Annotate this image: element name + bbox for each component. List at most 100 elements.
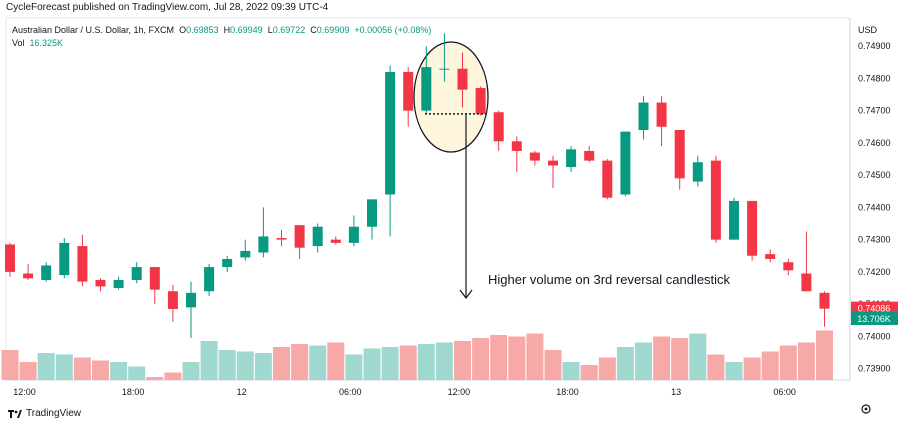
volume-bar[interactable] xyxy=(671,338,689,380)
candle-body[interactable] xyxy=(240,250,251,258)
candle-body[interactable] xyxy=(131,267,142,280)
candle-body[interactable] xyxy=(403,71,414,111)
volume-bar[interactable] xyxy=(761,351,779,381)
volume-bar[interactable] xyxy=(236,351,254,381)
candle-body[interactable] xyxy=(729,200,739,240)
volume-bar[interactable] xyxy=(526,333,544,381)
volume-bar[interactable] xyxy=(291,344,309,380)
x-tick-label: 12:00 xyxy=(13,387,36,397)
volume-bar[interactable] xyxy=(544,350,562,380)
volume-bar[interactable] xyxy=(399,345,417,381)
candle-body[interactable] xyxy=(566,149,577,168)
volume-bar[interactable] xyxy=(37,353,55,380)
volume-bar[interactable] xyxy=(55,354,73,381)
candle-body[interactable] xyxy=(602,160,613,198)
candle-body[interactable] xyxy=(620,131,631,195)
candle-body[interactable] xyxy=(421,67,432,111)
candle-body[interactable] xyxy=(529,152,540,161)
candle-body[interactable] xyxy=(638,102,649,130)
volume-bar[interactable] xyxy=(598,357,616,381)
volume-bar[interactable] xyxy=(73,357,91,381)
candle-body[interactable] xyxy=(692,162,703,182)
x-tick-label: 13 xyxy=(671,387,681,397)
candle-body[interactable] xyxy=(222,258,233,268)
candle-body[interactable] xyxy=(5,244,15,272)
volume-bar[interactable] xyxy=(309,345,327,381)
volume-bar[interactable] xyxy=(110,362,128,380)
candle-body[interactable] xyxy=(77,246,88,282)
candle-body[interactable] xyxy=(819,292,830,309)
candle-body[interactable] xyxy=(457,68,468,90)
volume-bar[interactable] xyxy=(562,362,580,380)
candle-body[interactable] xyxy=(348,226,359,243)
volume-bar[interactable] xyxy=(218,350,236,380)
y-tick-label: 0.73900 xyxy=(858,364,891,374)
candle-body[interactable] xyxy=(41,265,52,280)
volume-bar[interactable] xyxy=(635,342,652,381)
candle-body[interactable] xyxy=(674,129,685,179)
volume-bar[interactable] xyxy=(92,360,109,381)
candle-body[interactable] xyxy=(95,279,106,287)
candle-body[interactable] xyxy=(167,291,178,309)
volume-bar[interactable] xyxy=(653,336,671,381)
volume-bar[interactable] xyxy=(472,338,490,380)
candle-body[interactable] xyxy=(710,160,721,240)
candle-body[interactable] xyxy=(439,68,450,70)
volume-bar[interactable] xyxy=(19,362,37,380)
last-volume-badge xyxy=(851,312,898,325)
candle-body[interactable] xyxy=(59,242,70,276)
volume-bar[interactable] xyxy=(725,362,743,380)
candle-body[interactable] xyxy=(113,279,124,289)
volume-bar[interactable] xyxy=(508,336,526,381)
candle-body[interactable] xyxy=(204,267,215,292)
candle-body[interactable] xyxy=(312,226,323,247)
candle-body[interactable] xyxy=(149,267,160,290)
volume-bar[interactable] xyxy=(128,366,146,381)
volume-bar[interactable] xyxy=(454,341,471,380)
volume-bar[interactable] xyxy=(616,347,634,380)
volume-bar[interactable] xyxy=(345,354,363,381)
candle-body[interactable] xyxy=(656,102,667,127)
volume-bar[interactable] xyxy=(417,344,435,380)
candle-body[interactable] xyxy=(385,71,396,195)
candle-body[interactable] xyxy=(294,225,305,248)
volume-bar[interactable] xyxy=(743,357,761,381)
volume-bar[interactable] xyxy=(1,350,19,380)
volume-bar[interactable] xyxy=(273,347,290,380)
volume-bar[interactable] xyxy=(381,347,399,380)
volume-bar[interactable] xyxy=(435,342,453,381)
volume-bar[interactable] xyxy=(363,348,381,381)
volume-bar[interactable] xyxy=(689,333,707,381)
volume-bar[interactable] xyxy=(490,335,508,380)
candle-body[interactable] xyxy=(258,236,269,253)
candle-body[interactable] xyxy=(584,150,595,161)
candle-body[interactable] xyxy=(801,273,812,292)
volume-bar[interactable] xyxy=(327,342,345,381)
publish-line: CycleForecast published on TradingView.c… xyxy=(6,2,329,13)
candle-body[interactable] xyxy=(511,141,522,151)
volume-bar[interactable] xyxy=(164,372,182,381)
volume-bar[interactable] xyxy=(797,342,815,381)
candle-body[interactable] xyxy=(330,239,341,243)
volume-bar[interactable] xyxy=(200,341,218,380)
volume-bar[interactable] xyxy=(816,330,833,381)
volume-bar[interactable] xyxy=(182,362,200,380)
volume-bar[interactable] xyxy=(146,377,164,380)
candle-body[interactable] xyxy=(765,254,776,259)
candle-body[interactable] xyxy=(367,199,377,227)
volume-bar[interactable] xyxy=(580,365,598,380)
candle-body[interactable] xyxy=(475,88,486,114)
volume-bar[interactable] xyxy=(707,354,725,381)
candle-body[interactable] xyxy=(23,273,34,279)
volume-bar[interactable] xyxy=(254,353,272,380)
candle-body[interactable] xyxy=(548,160,558,166)
candle-body[interactable] xyxy=(783,262,794,271)
candle-body[interactable] xyxy=(276,238,287,240)
x-tick-label: 18:00 xyxy=(556,387,579,397)
settings-gear-icon[interactable] xyxy=(861,404,871,414)
candle-body[interactable] xyxy=(747,200,758,256)
candle-body[interactable] xyxy=(186,292,196,308)
candle-body[interactable] xyxy=(493,112,504,142)
volume-bar[interactable] xyxy=(779,345,797,381)
